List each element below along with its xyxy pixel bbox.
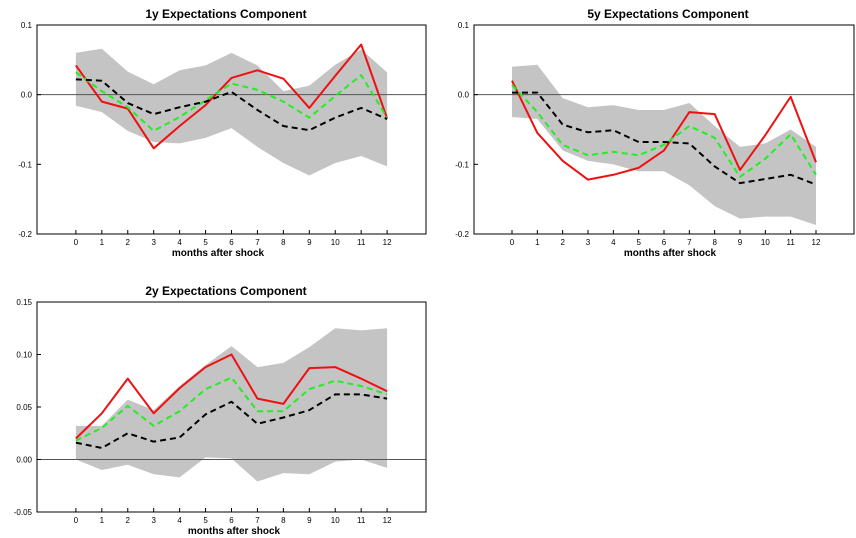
x-tick-label: 1 — [100, 516, 105, 525]
x-tick-label: 4 — [177, 238, 182, 247]
y-tick-label: 0.0 — [21, 91, 33, 100]
x-tick-label: 6 — [229, 516, 234, 525]
chart-title: 2y Expectations Component — [145, 284, 306, 298]
x-tick-label: 12 — [383, 238, 392, 247]
series-line-0 — [511, 80, 817, 181]
series-line-1 — [75, 376, 388, 442]
x-tick-label: 11 — [357, 238, 366, 247]
x-tick-label: 2 — [126, 238, 131, 247]
y-tick-label: 0.05 — [16, 403, 32, 412]
x-tick-label: 3 — [151, 516, 156, 525]
x-tick-label: 8 — [281, 238, 286, 247]
x-tick-label: 4 — [611, 238, 616, 247]
x-tick-label: 10 — [331, 238, 340, 247]
x-tick-label: 4 — [177, 516, 182, 525]
x-tick-label: 2 — [126, 516, 131, 525]
series-line-0 — [75, 43, 389, 150]
x-tick-label: 5 — [203, 238, 208, 247]
x-tick-label: 0 — [74, 238, 79, 247]
y-tick-label: 0.15 — [16, 298, 32, 307]
series-line-2 — [512, 91, 817, 186]
series-line-1 — [511, 84, 817, 178]
y-tick-label: 0.1 — [21, 21, 33, 30]
x-tick-label: 1 — [100, 238, 105, 247]
x-tick-label: 12 — [383, 516, 392, 525]
x-tick-label: 5 — [636, 238, 641, 247]
y-tick-label: -0.1 — [18, 160, 32, 169]
x-tick-label: 2 — [560, 238, 565, 247]
x-tick-label: 7 — [255, 516, 260, 525]
x-tick-label: 3 — [586, 238, 591, 247]
plot-area: -0.2-0.10.00.10 1 2 3 4 5 6 7 8 9 10 11 12 — [455, 21, 855, 247]
y-tick-label: 0.00 — [16, 456, 32, 465]
x-tick-label: 10 — [331, 516, 340, 525]
series-line-2 — [75, 393, 388, 449]
y-tick-label: -0.2 — [18, 230, 32, 239]
x-tick-label: 0 — [74, 516, 79, 525]
x-tick-label: 9 — [307, 516, 312, 525]
x-tick-label: 1 — [535, 238, 540, 247]
y-tick-label: -0.1 — [455, 160, 469, 169]
plot-area: -0.2-0.10.00.10 1 2 3 4 5 6 7 8 9 10 11 12 — [18, 21, 427, 247]
chart-1y-expectations: 1y Expectations Component -0.2 -0.1 0.0 0.1… — [18, 7, 427, 259]
confidence-band — [75, 48, 388, 176]
x-tick-label: 10 — [761, 238, 770, 247]
y-tick-label: 0.0 — [458, 91, 470, 100]
x-tick-label: 3 — [151, 238, 156, 247]
x-tick-label: 7 — [687, 238, 692, 247]
x-axis-label: months after shock — [172, 248, 265, 259]
x-tick-label: 9 — [738, 238, 743, 247]
plot-area: -0.050.000.050.100.150 1 2 3 4 5 6 7 8 9 10 11 12 — [14, 298, 427, 525]
x-tick-label: 12 — [812, 238, 821, 247]
x-tick-label: 9 — [307, 238, 312, 247]
x-tick-label: 0 — [510, 238, 515, 247]
series-line-2 — [75, 78, 388, 132]
y-tick-label: 0.10 — [16, 351, 32, 360]
chart-title: 1y Expectations Component — [145, 7, 306, 21]
y-tick-label: -0.05 — [14, 508, 33, 517]
chart-5y-expectations: 5y Expectations Component -0.2 -0.1 0.0 0.1… — [455, 7, 855, 259]
x-tick-label: 6 — [662, 238, 667, 247]
confidence-band — [75, 328, 388, 482]
series-line-0 — [75, 353, 388, 440]
series-line-1 — [75, 71, 388, 132]
y-tick-label: -0.2 — [455, 230, 469, 239]
x-tick-label: 8 — [281, 516, 286, 525]
chart-2y-expectations: 2y Expectations Component -0.05 0.00 0.05 0… — [14, 284, 427, 537]
chart-title: 5y Expectations Component — [587, 7, 748, 21]
x-tick-label: 8 — [712, 238, 717, 247]
x-tick-label: 5 — [203, 516, 208, 525]
x-tick-label: 11 — [357, 516, 366, 525]
x-tick-label: 7 — [255, 238, 260, 247]
x-tick-label: 6 — [229, 238, 234, 247]
x-axis-label: months after shock — [624, 248, 717, 259]
y-tick-label: 0.1 — [458, 21, 470, 30]
x-tick-label: 11 — [787, 238, 796, 247]
x-axis-label: months after shock — [188, 526, 281, 537]
